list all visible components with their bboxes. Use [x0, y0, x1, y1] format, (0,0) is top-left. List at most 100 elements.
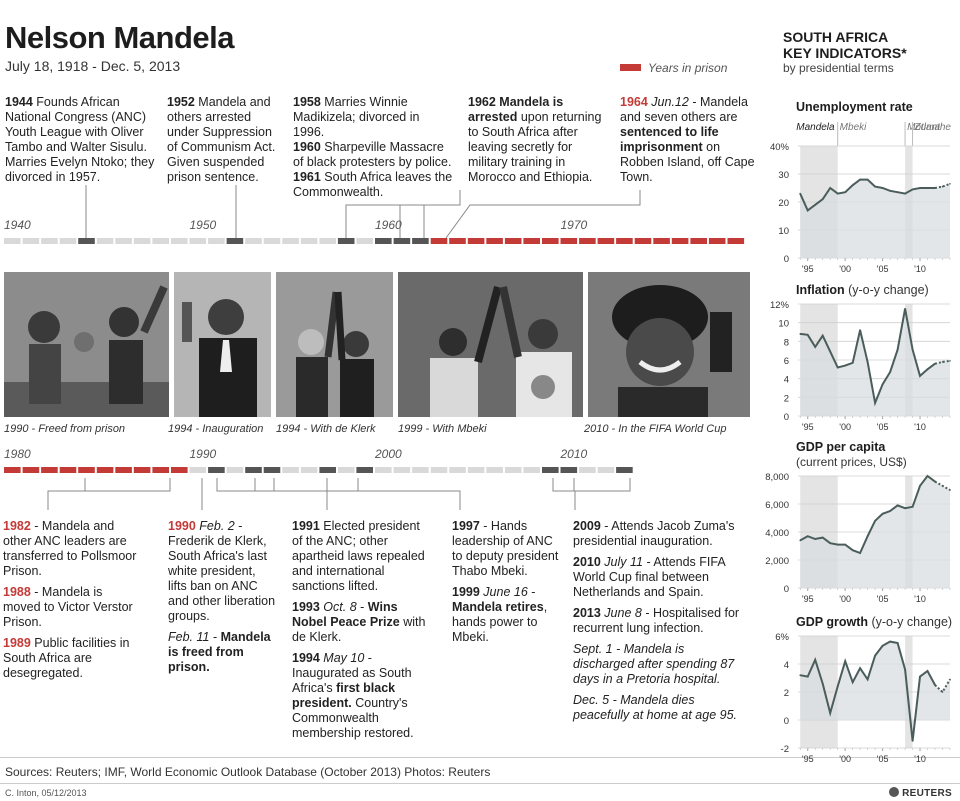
data-point-2008: [904, 507, 906, 509]
y-tick-label: 0: [784, 254, 789, 265]
photo-with-de-klerk: [276, 272, 393, 417]
year-cell-2000: [375, 467, 392, 473]
series-line-projected: [934, 182, 951, 189]
event-text: - Mandela is moved to Victor Verstor Pri…: [3, 585, 133, 629]
year-cell-1978: [708, 238, 726, 244]
year-cell-1960: [375, 238, 392, 244]
events-1997-1999: 1997 - Hands leadership of ANC to deputy…: [452, 519, 564, 651]
event-year: 1944: [5, 95, 33, 109]
year-cell-1979: [727, 238, 745, 244]
event-bold: Mandela is freed from prison.: [168, 630, 271, 674]
y-tick-label: 2,000: [765, 556, 789, 567]
data-point-1994: [799, 333, 801, 335]
event-year: 1999: [452, 585, 480, 599]
year-cell-1941: [22, 238, 40, 244]
x-tick-label: '05: [877, 264, 889, 274]
event-date: July 11: [604, 555, 643, 569]
data-point-2004: [874, 654, 876, 657]
reuters-logo: REUTERS: [889, 787, 952, 799]
y-tick-label: 4,000: [765, 528, 789, 539]
data-point-1999: [836, 366, 839, 369]
event-date: May 10: [323, 651, 365, 665]
event-text: -: [360, 600, 365, 614]
photo-fifa-world-cup: [588, 272, 750, 417]
y-tick-label: 6: [784, 356, 789, 367]
year-cell-1986: [115, 467, 132, 473]
series-area: [800, 308, 950, 416]
x-tick-label: '10: [914, 594, 926, 604]
year-cell-1955: [282, 238, 299, 244]
year-cell-1954: [263, 238, 281, 244]
data-point-1995: [806, 209, 809, 212]
credit-note: C. Inton, 05/12/2013: [5, 788, 87, 798]
year-cell-1983: [59, 467, 77, 473]
events-2009-2013: 2009 - Attends Jacob Zuma's presidential…: [573, 519, 743, 729]
data-point-1999: [836, 543, 839, 546]
data-point-2004: [874, 185, 876, 188]
year-cell-1965: [467, 238, 485, 244]
event-year: 1991: [292, 519, 320, 533]
event-text: -: [531, 585, 536, 599]
timeline-1980-2013: [4, 467, 633, 473]
x-tick-label: '95: [802, 754, 814, 764]
data-point-2004: [874, 520, 876, 522]
event-date: Feb. 2: [199, 519, 235, 533]
x-tick-label: '10: [914, 422, 926, 432]
y-tick-label: 2: [784, 688, 789, 699]
chart-title: Unemployment rate: [796, 100, 913, 114]
event-year: 1994: [292, 651, 320, 665]
year-cell-1944: [78, 238, 95, 244]
event-text: South Africa leaves the Commonwealth.: [293, 170, 453, 199]
year-cell-1975: [653, 238, 670, 244]
year-cell-2011: [579, 467, 596, 473]
event-text: on Robben Island, off Cape Town.: [620, 140, 755, 184]
year-cell-1972: [597, 238, 615, 244]
photo-inauguration: [174, 272, 271, 417]
data-point-2011: [926, 187, 929, 189]
event-date: June 8: [604, 606, 642, 620]
event-1964: 1964 Jun.12 - Mandela and seven others a…: [620, 95, 755, 185]
event-year: 1993: [292, 600, 320, 614]
year-cell-1956: [300, 238, 318, 244]
data-point-1997: [821, 682, 824, 685]
decade-label: 1960: [375, 218, 402, 232]
event-bold: Mandela retires: [452, 600, 544, 614]
data-point-2008: [904, 192, 906, 195]
year-cell-1994: [263, 467, 281, 473]
decade-label: 1940: [4, 218, 31, 232]
term-label: Motlanthe: [907, 122, 951, 133]
year-cell-1940: [4, 238, 21, 244]
photo-caption: 2010 - In the FIFA World Cup: [584, 423, 727, 435]
x-tick-label: '00: [839, 754, 851, 764]
y-tick-label: -2: [781, 744, 789, 755]
year-cell-1977: [690, 238, 707, 244]
data-point-2012: [934, 480, 936, 483]
data-point-2001: [851, 681, 854, 683]
year-cell-1974: [634, 238, 652, 244]
chart-title: Inflation: [796, 283, 845, 297]
data-point-2008: [904, 307, 906, 310]
y-tick-label: 0: [784, 584, 789, 595]
decade-label: 1990: [189, 447, 217, 461]
data-point-2010: [919, 485, 921, 487]
year-cell-1953: [245, 238, 262, 244]
event-1944: 1944 Founds African National Congress (A…: [5, 95, 155, 185]
data-point-2010: [919, 187, 921, 189]
x-tick-label: '95: [802, 594, 814, 604]
year-cell-1942: [41, 238, 58, 244]
data-point-1998: [829, 187, 831, 189]
photo-caption: 1994 - Inauguration: [168, 423, 264, 435]
life-dates: July 18, 1918 - Dec. 5, 2013: [5, 58, 181, 74]
data-point-2009: [911, 506, 914, 508]
event-text: Marries Winnie Madikizela; divorced in 1…: [293, 95, 420, 139]
year-cell-1947: [133, 238, 151, 244]
sources-note: Sources: Reuters; IMF, World Economic Ou…: [5, 765, 491, 779]
year-cell-1995: [282, 467, 299, 473]
year-cell-2001: [393, 467, 411, 473]
event-text: Mandela and others arrested under Suppre…: [167, 95, 276, 184]
year-cell-1964: [449, 238, 466, 244]
data-point-2010: [919, 675, 921, 678]
data-point-1994: [799, 674, 801, 676]
decade-label: 1980: [4, 447, 31, 461]
data-point-2012: [934, 187, 936, 189]
